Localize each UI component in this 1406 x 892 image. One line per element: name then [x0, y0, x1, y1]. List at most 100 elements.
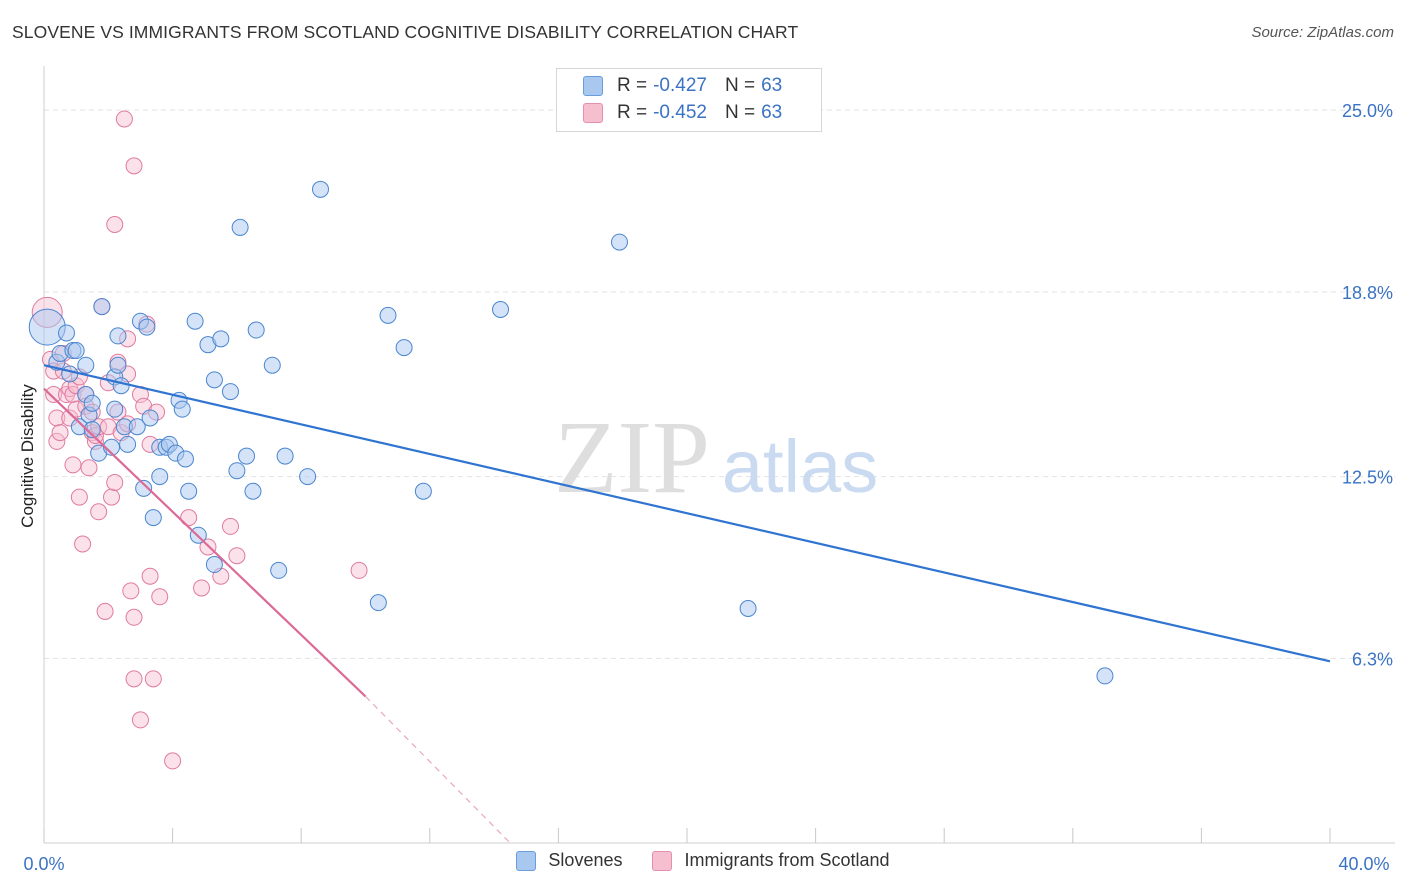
slovene-point [83, 421, 101, 439]
scotland-point [106, 473, 124, 491]
scotland-point [106, 215, 124, 233]
legend-r-value: -0.452 [653, 102, 707, 123]
chart-title: SLOVENE VS IMMIGRANTS FROM SCOTLAND COGN… [12, 22, 799, 42]
scotland-point [144, 670, 162, 688]
slovene-point [58, 324, 76, 342]
slovene-point [173, 400, 191, 418]
slovene-point [212, 330, 230, 348]
scotland-point [193, 579, 211, 597]
x-tick-label: 40.0% [1338, 854, 1389, 874]
scotland-point [96, 602, 114, 620]
scotland-point [103, 488, 121, 506]
scotland-point [131, 711, 149, 729]
scotland-point [125, 670, 143, 688]
slovene-point [186, 312, 204, 330]
slovenes-swatch [516, 850, 537, 871]
scotland-point [125, 157, 143, 175]
slovene-point [244, 482, 262, 500]
scotland-label: Immigrants from Scotland [684, 850, 890, 870]
scotland-point [122, 582, 140, 600]
scotland-point [80, 459, 98, 477]
scotland-trend-line [43, 387, 367, 698]
scotland-point [151, 588, 169, 606]
y-axis-label: Cognitive Disability [18, 384, 37, 528]
legend-n-label: N = [724, 75, 756, 96]
slovene-point [144, 509, 162, 527]
slovene-point [61, 365, 79, 383]
slovene-point [379, 306, 397, 324]
scotland-point [90, 503, 108, 521]
scotland-point [64, 456, 82, 474]
scotland-point [141, 567, 159, 585]
grid-lines [44, 109, 1395, 659]
scotland-point [350, 561, 368, 579]
slovene-point [221, 383, 239, 401]
legend-row-scotland: R = -0.452 N = 63 [583, 100, 782, 126]
watermark-zip: ZIP [554, 400, 710, 515]
scotland-point [51, 424, 69, 442]
slovenes-points [28, 180, 1114, 685]
slovene-point [109, 356, 127, 374]
y-tick-label: 6.3% [1352, 649, 1393, 669]
slovene-point [492, 301, 510, 319]
slovene-point [135, 479, 153, 497]
legend-swatch-blue [583, 76, 603, 96]
slovenes-label: Slovenes [548, 850, 623, 870]
slovene-point [395, 339, 413, 357]
slovene-point [141, 409, 159, 427]
scotland-point [48, 432, 66, 450]
slovenes-trend-line [43, 364, 1331, 663]
slovene-point [112, 377, 130, 395]
slovene-point [299, 468, 317, 486]
scotland-point [180, 509, 198, 527]
correlation-legend: R = -0.427 N = 63 R = -0.452 N = 63 [556, 68, 822, 132]
slovene-point [205, 371, 223, 389]
scotland-point [70, 488, 88, 506]
slovene-point [369, 594, 387, 612]
slovene-point [176, 450, 194, 468]
legend-row-slovenes: R = -0.427 N = 63 [583, 73, 782, 99]
scotland-trend-extension [365, 696, 511, 844]
slovene-point [138, 318, 156, 336]
legend-r-label: R = [617, 75, 648, 96]
slovene-point [67, 342, 85, 360]
scotland-point [228, 547, 246, 565]
slovene-point [270, 561, 288, 579]
slovene-point [180, 482, 198, 500]
scotland-point [164, 752, 182, 770]
tick-labels: 6.3% 12.5% 18.8% 25.0% 0.0% 40.0% [23, 101, 1393, 874]
slovene-point [151, 468, 169, 486]
slovene-point [93, 298, 111, 316]
slovene-point [311, 180, 329, 198]
slovene-point [28, 308, 66, 346]
series-legend: Slovenes Immigrants from Scotland [0, 850, 1406, 871]
slovene-point [77, 356, 95, 374]
slovene-point [119, 435, 137, 453]
legend-n-value: 63 [761, 102, 783, 123]
watermark: ZIP atlas [554, 400, 878, 515]
legend-n-label: N = [724, 102, 756, 123]
x-tick-label: 0.0% [23, 854, 64, 874]
slovene-point [238, 447, 256, 465]
legend-n-value: 63 [761, 75, 783, 96]
slovene-point [1096, 667, 1114, 685]
legend-r-value: -0.427 [653, 75, 707, 96]
slovene-point [231, 218, 249, 236]
slovene-point [106, 400, 124, 418]
series-legend-slovenes: Slovenes [516, 850, 622, 871]
legend-swatch-pink [583, 103, 603, 123]
scotland-point [221, 517, 239, 535]
slovene-point [247, 321, 265, 339]
trend-lines [43, 364, 1331, 844]
slovene-point [276, 447, 294, 465]
slovene-point [414, 482, 432, 500]
slovene-point [263, 356, 281, 374]
y-tick-label: 25.0% [1342, 101, 1393, 121]
slovene-point [739, 599, 757, 617]
slovene-point [205, 556, 223, 574]
series-legend-scotland: Immigrants from Scotland [652, 850, 890, 871]
watermark-atlas: atlas [722, 425, 878, 508]
slovene-point [128, 418, 146, 436]
scotland-point [48, 409, 66, 427]
